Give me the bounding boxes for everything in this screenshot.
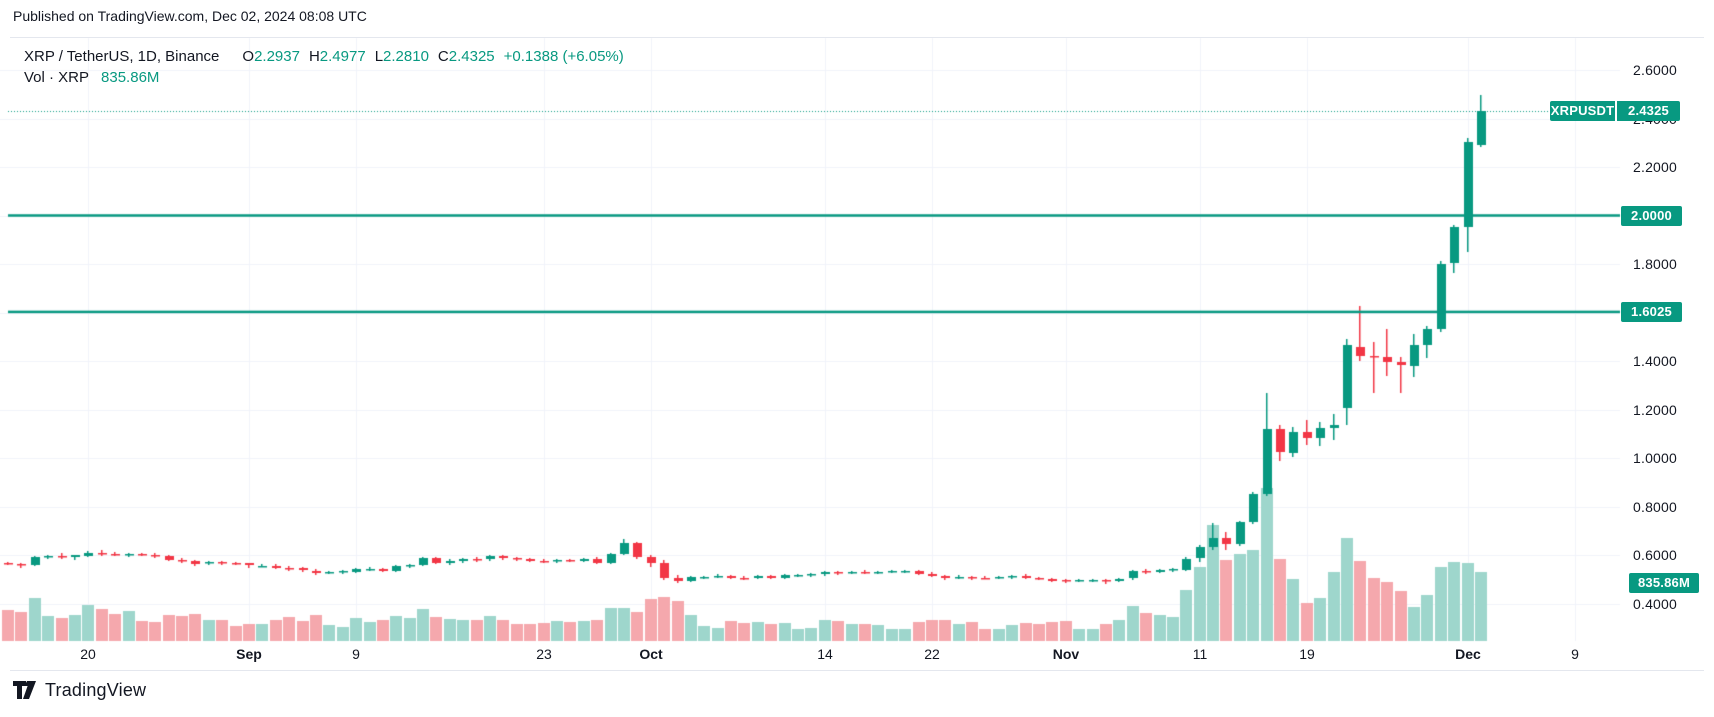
brand-name: TradingView: [45, 680, 147, 700]
time-scale-label[interactable]: Oct: [639, 646, 663, 662]
legend-row-symbol: XRP / TetherUS, 1D, Binance O2.2937 H2.497…: [24, 46, 624, 67]
price-scale-tick[interactable]: 0.4000: [1633, 595, 1678, 612]
footer-separator: [10, 670, 1704, 671]
tradingview-logo-icon: [13, 681, 36, 699]
open-label: O: [242, 48, 255, 65]
close-label: C: [437, 48, 449, 65]
open-value: 2.2937: [254, 48, 300, 65]
time-scale-label[interactable]: Nov: [1052, 646, 1080, 662]
time-scale-label[interactable]: 9: [352, 646, 360, 662]
chart-top-border: [10, 37, 1704, 38]
price-scale-tick[interactable]: 2.6000: [1633, 62, 1678, 78]
low-value: 2.2810: [383, 48, 429, 65]
price-scale-tick[interactable]: 1.8000: [1633, 256, 1678, 272]
price-scale-tick[interactable]: 2.2000: [1633, 159, 1678, 175]
volume-badge: 835.86M: [1629, 573, 1699, 593]
price-scale-tick[interactable]: 0.8000: [1633, 498, 1678, 515]
time-scale-label[interactable]: 19: [1299, 646, 1315, 662]
time-scale-label[interactable]: 20: [80, 646, 96, 662]
legend-row-volume: Vol · XRP 835.86M: [24, 67, 624, 88]
price-scale-tick[interactable]: 1.0000: [1633, 450, 1678, 466]
change-value: +0.1388 (+6.05%): [503, 48, 624, 65]
high-label: H: [308, 48, 320, 65]
time-scale-label[interactable]: 9: [1571, 646, 1579, 662]
published-caption: Published on TradingView.com, Dec 02, 20…: [13, 8, 367, 24]
high-value: 2.4977: [319, 48, 366, 65]
chart-legend: XRP / TetherUS, 1D, Binance O2.2937 H2.497…: [24, 46, 624, 88]
last-price-badge-value: 2.4325: [1615, 100, 1680, 121]
price-scale-tick[interactable]: 1.2000: [1633, 401, 1678, 418]
time-scale-label[interactable]: 14: [817, 646, 833, 662]
volume-label: Vol · XRP: [24, 69, 90, 86]
time-scale-label[interactable]: 23: [536, 646, 552, 662]
time-scale-label[interactable]: 11: [1192, 646, 1208, 662]
volume-value: 835.86M: [101, 69, 160, 86]
price-scale-tick[interactable]: 0.6000: [1633, 547, 1678, 563]
price-scale-tick[interactable]: 1.4000: [1633, 353, 1678, 369]
symbol-title: XRP / TetherUS, 1D, Binance: [24, 48, 220, 65]
time-scale-label[interactable]: 22: [924, 646, 940, 662]
tradingview-brand-link[interactable]: TradingView: [13, 680, 146, 701]
time-scale-label[interactable]: Sep: [236, 646, 262, 662]
last-price-badge-symbol: XRPUSDT: [1550, 102, 1615, 118]
close-value: 2.4325: [448, 48, 495, 65]
low-label: L: [374, 48, 384, 65]
last-price-badge: XRPUSDT 2.4325: [1550, 100, 1680, 121]
time-scale-label[interactable]: Dec: [1455, 646, 1481, 662]
price-level-badge: 1.6025: [1621, 301, 1682, 322]
price-level-badge: 2.0000: [1621, 205, 1682, 226]
